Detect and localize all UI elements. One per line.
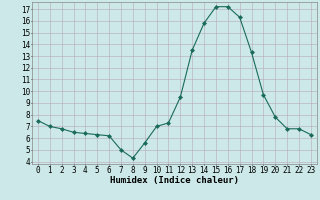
X-axis label: Humidex (Indice chaleur): Humidex (Indice chaleur) (110, 176, 239, 185)
